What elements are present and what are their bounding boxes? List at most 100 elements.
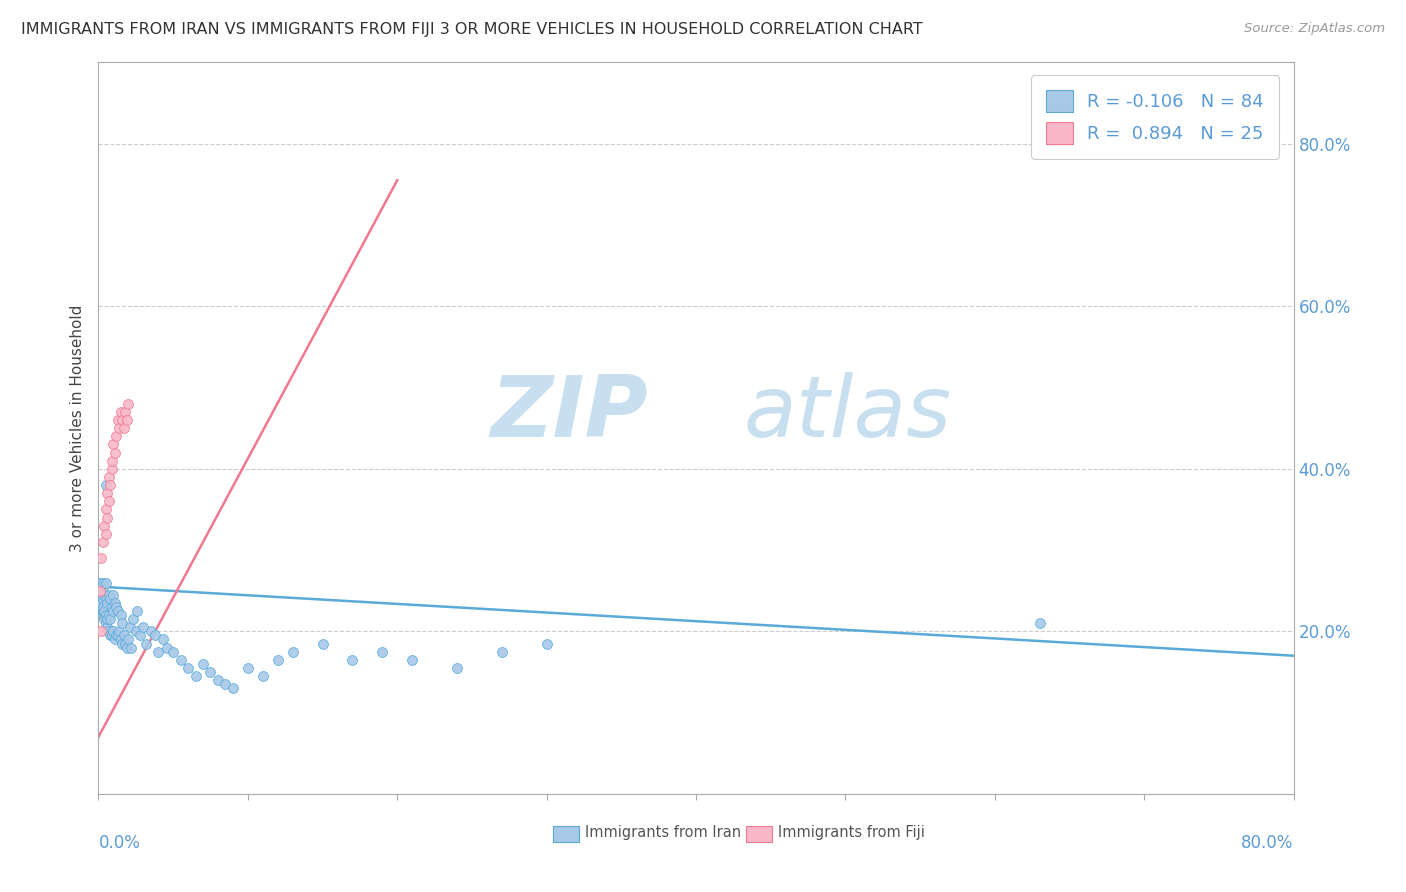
Point xyxy=(222,681,245,696)
Point xyxy=(91,583,114,598)
Point xyxy=(120,640,142,655)
Point xyxy=(94,502,117,516)
Point xyxy=(110,405,132,419)
Point xyxy=(115,640,138,655)
Point xyxy=(91,535,114,549)
Point xyxy=(94,575,117,590)
Point xyxy=(105,628,128,642)
Point xyxy=(111,636,134,650)
Point xyxy=(98,612,122,626)
Point xyxy=(94,608,117,623)
Point xyxy=(97,608,120,623)
Point xyxy=(93,612,115,626)
Point xyxy=(90,624,112,639)
Point xyxy=(156,640,179,655)
Point xyxy=(252,669,274,683)
Point xyxy=(446,661,468,675)
Point xyxy=(101,628,124,642)
Point xyxy=(103,624,125,639)
Point xyxy=(97,494,120,508)
Point xyxy=(110,632,132,647)
FancyBboxPatch shape xyxy=(747,826,772,842)
Point xyxy=(103,604,125,618)
Point xyxy=(105,599,128,614)
Point xyxy=(117,632,139,647)
Point xyxy=(89,583,111,598)
Point xyxy=(93,518,115,533)
Point xyxy=(371,645,394,659)
Point xyxy=(103,437,125,451)
Point xyxy=(281,645,304,659)
Point xyxy=(103,588,125,602)
Point xyxy=(267,653,290,667)
Point xyxy=(127,604,149,618)
Point xyxy=(111,413,134,427)
Text: Immigrants from Iran: Immigrants from Iran xyxy=(585,825,741,840)
Text: IMMIGRANTS FROM IRAN VS IMMIGRANTS FROM FIJI 3 OR MORE VEHICLES IN HOUSEHOLD COR: IMMIGRANTS FROM IRAN VS IMMIGRANTS FROM … xyxy=(21,22,922,37)
Point xyxy=(536,636,558,650)
Point xyxy=(90,599,112,614)
Point xyxy=(114,636,136,650)
Point xyxy=(311,636,333,650)
FancyBboxPatch shape xyxy=(553,826,579,842)
Point xyxy=(107,628,129,642)
Legend: R = -0.106   N = 84, R =  0.894   N = 25: R = -0.106 N = 84, R = 0.894 N = 25 xyxy=(1032,75,1278,159)
Point xyxy=(90,551,112,566)
Point xyxy=(143,628,166,642)
Point xyxy=(89,575,111,590)
Point xyxy=(118,620,141,634)
Point xyxy=(169,653,191,667)
Point xyxy=(89,591,111,606)
Point xyxy=(207,673,229,687)
Point xyxy=(491,645,513,659)
Point xyxy=(93,604,115,618)
Point xyxy=(91,604,114,618)
Point xyxy=(96,620,118,634)
Point xyxy=(112,421,135,435)
Point xyxy=(107,604,129,618)
Point xyxy=(139,624,162,639)
Point xyxy=(91,608,114,623)
Point xyxy=(90,588,112,602)
Text: Immigrants from Fiji: Immigrants from Fiji xyxy=(779,825,925,840)
Point xyxy=(94,616,117,631)
Point xyxy=(200,665,222,679)
Point xyxy=(125,624,148,639)
Point xyxy=(191,657,214,671)
Text: 80.0%: 80.0% xyxy=(1241,834,1294,852)
Point xyxy=(94,591,117,606)
Point xyxy=(148,645,170,659)
Point xyxy=(89,583,111,598)
Point xyxy=(97,470,120,484)
Y-axis label: 3 or more Vehicles in Household: 3 or more Vehicles in Household xyxy=(69,304,84,552)
Point xyxy=(91,575,114,590)
Point xyxy=(162,645,184,659)
Point xyxy=(90,596,112,610)
Point xyxy=(90,580,112,594)
Point xyxy=(115,413,138,427)
Point xyxy=(98,591,122,606)
Point xyxy=(96,486,118,500)
Text: atlas: atlas xyxy=(744,372,952,455)
Point xyxy=(108,421,131,435)
Point xyxy=(96,612,118,626)
Point xyxy=(93,588,115,602)
Point xyxy=(114,405,136,419)
Point xyxy=(97,588,120,602)
Point xyxy=(129,628,152,642)
Point xyxy=(342,653,364,667)
Point xyxy=(117,397,139,411)
Point xyxy=(94,526,117,541)
Point xyxy=(107,413,129,427)
Point xyxy=(108,624,131,639)
Point xyxy=(132,620,155,634)
Point xyxy=(101,453,124,467)
Point xyxy=(110,608,132,623)
Point xyxy=(104,632,127,647)
Text: ZIP: ZIP xyxy=(491,372,648,455)
Point xyxy=(101,462,124,476)
Point xyxy=(236,661,259,675)
Text: 0.0%: 0.0% xyxy=(98,834,141,852)
Point xyxy=(104,596,127,610)
Point xyxy=(94,478,117,492)
